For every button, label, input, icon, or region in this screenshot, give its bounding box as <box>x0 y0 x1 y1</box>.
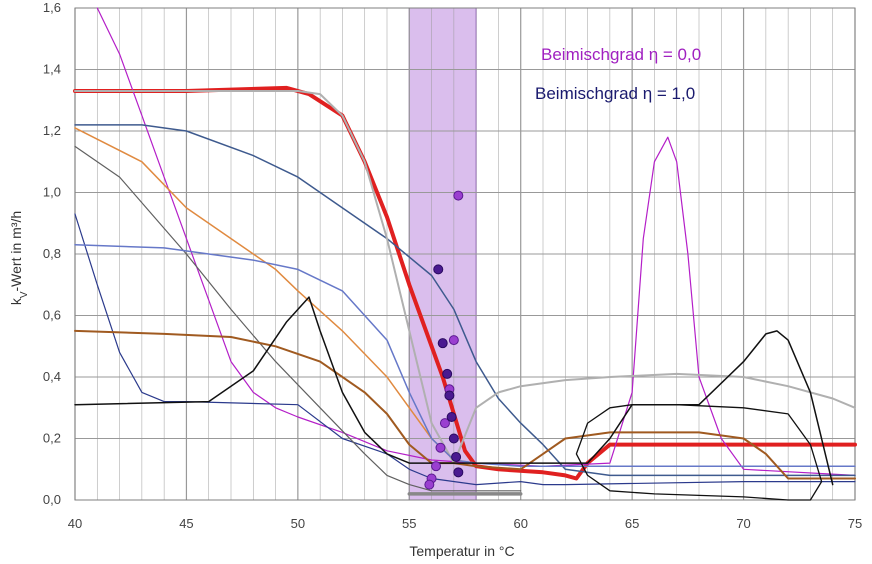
marker-point-0-0 <box>453 190 464 201</box>
legend-entry-eta-0: Beimischgrad η = 0,0 <box>541 45 701 64</box>
tick-label-layer: 40 45 50 55 60 65 70 75 0,0 0,2 0,4 0,6 0,8 1,0 1,2 1,4… <box>43 0 862 531</box>
x-tick-label: 50 <box>291 516 305 531</box>
x-axis-title: Temperatur in °C <box>409 543 514 559</box>
series-line-10 <box>575 404 823 501</box>
marker-point-1-3 <box>444 390 455 401</box>
y-tick-label: 0,4 <box>43 369 61 384</box>
x-tick-label: 55 <box>402 516 416 531</box>
marker-point-0-1 <box>448 335 459 346</box>
x-tick-label: 45 <box>179 516 193 531</box>
marker-point-0-3 <box>439 418 450 429</box>
series-line-8 <box>74 329 856 480</box>
marker-point-1-0 <box>433 264 444 275</box>
marker-point-1-2 <box>442 368 453 379</box>
marker-point-0-7 <box>424 479 435 490</box>
plot-frame <box>74 7 856 501</box>
marker-point-0-5 <box>431 461 442 472</box>
marker-layer <box>424 190 464 490</box>
marker-point-1-5 <box>448 433 459 444</box>
y-tick-label: 1,4 <box>43 62 61 77</box>
x-tick-label: 60 <box>513 516 527 531</box>
series-line-4 <box>74 124 856 477</box>
y-tick-label: 1,2 <box>43 123 61 138</box>
y-tick-label: 1,0 <box>43 185 61 200</box>
y-tick-label: 0,8 <box>43 246 61 261</box>
series-line-3 <box>74 145 522 492</box>
y-axis-title-rest: -Wert in m³/h <box>8 211 24 292</box>
x-tick-label: 40 <box>68 516 82 531</box>
marker-point-0-4 <box>435 442 446 453</box>
x-tick-label: 65 <box>625 516 639 531</box>
y-axis-title-k: k <box>8 297 24 305</box>
x-tick-label: 75 <box>848 516 862 531</box>
y-tick-label: 0,2 <box>43 431 61 446</box>
marker-point-1-4 <box>446 411 457 422</box>
y-tick-label: 1,6 <box>43 0 61 15</box>
legend: Beimischgrad η = 0,0 Beimischgrad η = 1,… <box>535 45 701 103</box>
y-axis-title: kV-Wert in m³/h <box>8 211 30 305</box>
marker-point-1-7 <box>453 467 464 478</box>
y-tick-label: 0,6 <box>43 308 61 323</box>
legend-entry-eta-1: Beimischgrad η = 1,0 <box>535 84 695 103</box>
series-line-5 <box>74 90 856 465</box>
y-axis-title-sub: V <box>19 291 30 298</box>
y-tick-label: 0,0 <box>43 492 61 507</box>
marker-point-1-6 <box>451 451 462 462</box>
series-line-7 <box>74 244 856 467</box>
x-tick-label: 70 <box>736 516 750 531</box>
series-line-9 <box>74 296 834 486</box>
marker-point-1-1 <box>437 338 448 349</box>
